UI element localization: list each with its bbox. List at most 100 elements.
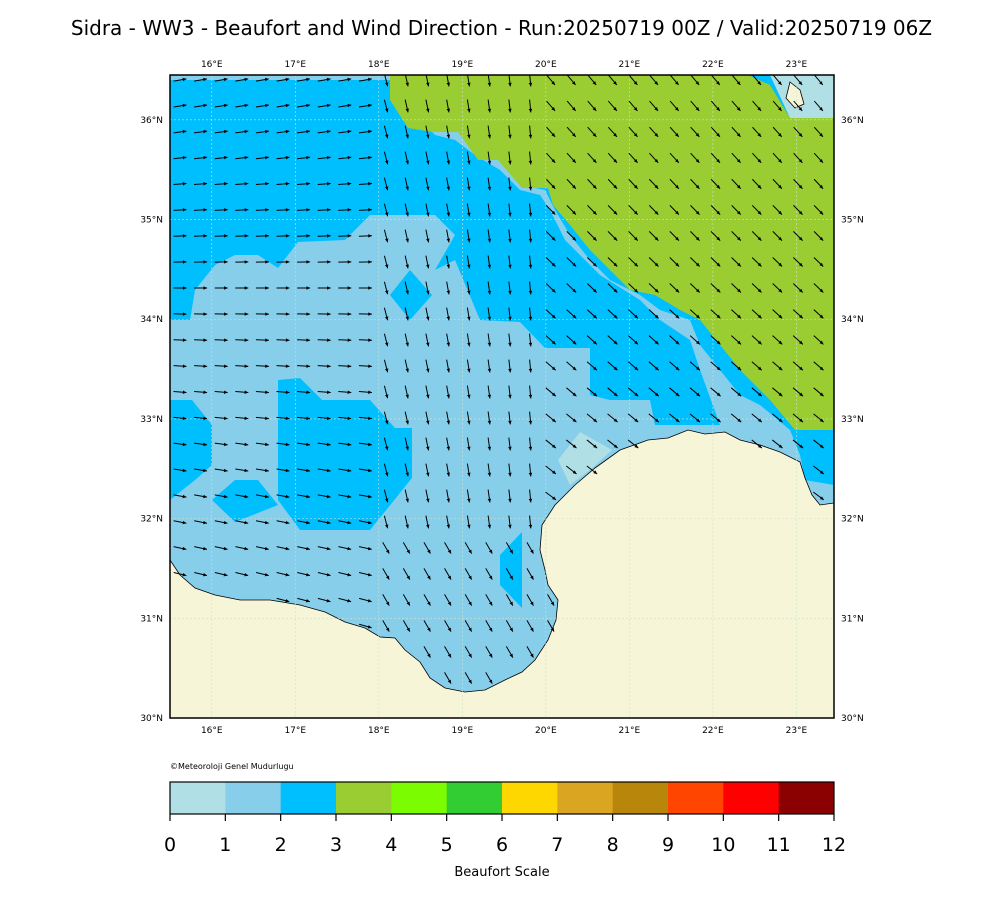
wind-arrow [358, 103, 372, 108]
wind-arrow [383, 515, 389, 529]
wind-arrow [276, 234, 290, 238]
wind-arrow [751, 231, 762, 241]
wind-arrow [731, 257, 742, 267]
wind-arrow [358, 77, 372, 82]
wind-arrow [173, 103, 187, 108]
wind-arrow [690, 204, 700, 216]
wind-arrow [487, 515, 492, 529]
wind-arrow [587, 126, 597, 138]
colorbar-tick-label: 6 [496, 834, 508, 856]
wind-arrow [466, 437, 471, 451]
wind-arrow [627, 439, 639, 449]
wind-arrow [446, 489, 451, 503]
wind-arrow [648, 178, 659, 190]
wind-arrow [194, 103, 208, 108]
wind-arrow [317, 572, 331, 577]
wind-arrow [487, 203, 492, 217]
wind-arrow [508, 463, 512, 477]
wind-arrow [466, 229, 471, 243]
wind-arrow [508, 385, 512, 399]
wind-arrow [710, 257, 721, 267]
wind-arrow [813, 335, 824, 345]
wind-arrow [607, 257, 618, 267]
colorbar-swatch [612, 782, 669, 814]
wind-arrow [214, 129, 228, 134]
wind-arrow [338, 546, 352, 551]
wind-arrow [566, 439, 577, 449]
wind-arrow [528, 177, 533, 191]
wind-arrow [297, 338, 311, 342]
wind-arrow [772, 335, 783, 345]
wind-arrow [338, 208, 352, 212]
wind-arrow [235, 312, 249, 316]
wind-arrow [446, 151, 451, 165]
wind-arrow [358, 468, 372, 473]
wind-arrow [545, 465, 557, 475]
wind-arrow [508, 99, 512, 113]
wind-arrow [338, 572, 352, 577]
wind-arrow [276, 520, 290, 525]
wind-arrow [173, 520, 187, 525]
wind-arrow [404, 203, 409, 217]
wind-arrow [487, 333, 492, 347]
wind-arrow [487, 255, 492, 269]
wind-arrow [173, 234, 187, 238]
wind-arrow [338, 103, 352, 108]
wind-arrow [404, 437, 409, 451]
wind-arrow [566, 75, 576, 86]
colorbar-swatch [280, 782, 337, 814]
wind-arrow [214, 468, 228, 473]
lon-tick-label: 20°E [535, 726, 557, 736]
wind-arrow [173, 468, 187, 473]
wind-arrow [813, 100, 824, 112]
wind-arrow [425, 463, 430, 477]
wind-arrow [793, 126, 803, 138]
wind-arrow [235, 494, 249, 499]
wind-arrow [545, 361, 557, 371]
wind-arrow [276, 390, 290, 394]
wind-arrow [446, 177, 451, 191]
wind-arrow [317, 234, 331, 238]
wind-arrow [404, 333, 409, 347]
wind-arrow [669, 309, 680, 319]
wind-arrow [214, 520, 228, 525]
lat-tick-label: 35°N [140, 216, 163, 226]
wind-arrow [235, 182, 249, 186]
wind-arrow [338, 286, 352, 290]
wind-arrow [587, 178, 597, 190]
wind-arrow [173, 208, 187, 212]
wind-arrow [446, 307, 451, 321]
wind-arrow [235, 155, 249, 160]
wind-arrow [255, 234, 269, 238]
wind-arrow [255, 208, 269, 212]
wind-arrow [793, 204, 803, 216]
wind-arrow [466, 515, 471, 529]
wind-arrow [194, 312, 208, 316]
sea-beaufort-3-zone [390, 75, 834, 430]
wind-arrow [485, 672, 493, 684]
wind-arrow [214, 546, 228, 551]
wind-arrow [528, 125, 533, 139]
wind-arrow [545, 257, 556, 267]
wind-arrow [338, 390, 352, 394]
wind-arrow [528, 151, 533, 165]
wind-arrow [297, 546, 311, 551]
wind-arrow [690, 126, 700, 138]
wind-arrow [235, 208, 249, 212]
wind-arrow [464, 646, 473, 658]
wind-arrow [317, 208, 331, 212]
wind-arrow [317, 364, 331, 368]
wind-arrow [566, 100, 577, 112]
wind-arrow [793, 100, 803, 112]
wind-arrow [255, 494, 269, 499]
wind-arrow [487, 125, 492, 139]
wind-arrow [528, 385, 533, 399]
wind-arrow [276, 260, 290, 264]
wind-arrow [566, 387, 577, 397]
wind-arrow [425, 359, 430, 373]
wind-arrow [317, 597, 331, 603]
wind-arrow [813, 309, 824, 319]
wind-arrow [752, 152, 762, 164]
wind-arrow [485, 542, 493, 554]
wind-arrow [404, 99, 409, 113]
